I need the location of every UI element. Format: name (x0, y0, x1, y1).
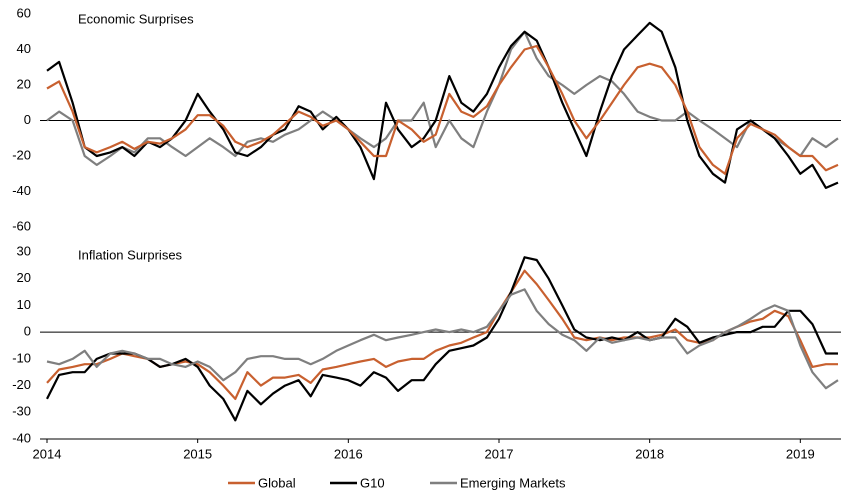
y-tick-label: 10 (17, 297, 31, 312)
x-tick-label: 2018 (635, 446, 664, 461)
y-tick-label: -10 (12, 350, 31, 365)
x-tick-label: 2019 (786, 446, 815, 461)
series-line (46, 30, 839, 166)
series-line (46, 269, 838, 400)
y-tick-label: -20 (12, 377, 31, 392)
x-tick-label: 2016 (334, 446, 363, 461)
legend-label: G10 (360, 475, 385, 490)
series-line (46, 44, 839, 175)
x-tick-label: 2014 (33, 446, 62, 461)
y-tick-label: -40 (12, 183, 31, 198)
panel-title: Inflation Surprises (78, 247, 183, 262)
y-tick-label: -40 (12, 430, 31, 445)
y-tick-label: 40 (17, 41, 31, 56)
panel-title: Economic Surprises (78, 11, 194, 26)
y-tick-label: -60 (12, 218, 31, 233)
y-tick-label: 0 (24, 324, 31, 339)
y-tick-label: -30 (12, 404, 31, 419)
y-tick-label: 60 (17, 5, 31, 20)
series-line (46, 288, 839, 390)
series-line (46, 256, 838, 422)
y-tick-label: 20 (17, 270, 31, 285)
x-tick-label: 2015 (183, 446, 212, 461)
y-tick-label: 0 (24, 112, 31, 127)
legend-label: Global (258, 475, 296, 490)
legend-label: Emerging Markets (460, 475, 566, 490)
y-tick-label: 20 (17, 76, 31, 91)
y-tick-label: -20 (12, 147, 31, 162)
series-line (46, 21, 839, 189)
x-tick-label: 2017 (485, 446, 514, 461)
y-tick-label: 30 (17, 243, 31, 258)
